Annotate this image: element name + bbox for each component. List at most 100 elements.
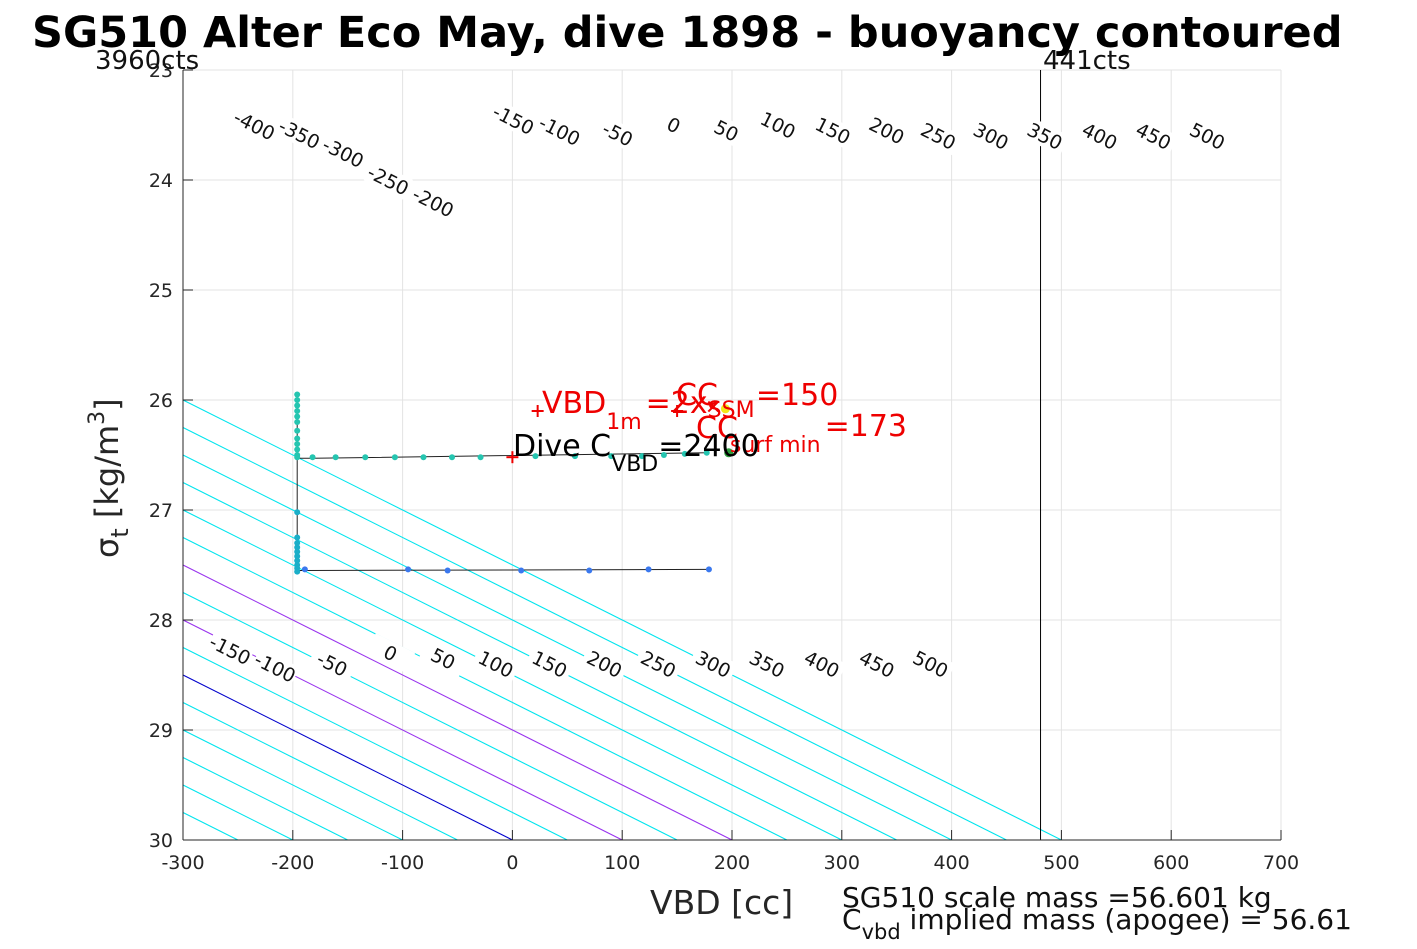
footer-implied-mass: Cvbd implied mass (apogee) = 56.61 <box>842 903 1352 944</box>
data-point <box>294 509 301 516</box>
dive-track-line <box>296 394 709 571</box>
contour-label-top-bg <box>488 99 539 140</box>
data-point <box>294 408 301 414</box>
yellow-marker <box>720 404 730 414</box>
contour-line <box>183 536 788 840</box>
data-point <box>391 454 398 461</box>
x-axis-label: VBD [cc] <box>650 883 793 922</box>
data-point <box>449 454 456 461</box>
x-tick-label: -100 <box>381 852 424 874</box>
contour-line <box>183 674 513 840</box>
data-point <box>294 446 301 453</box>
data-point <box>294 568 301 575</box>
contour-label-top-bg <box>1075 116 1125 156</box>
contour-label-bottom-bg <box>525 644 575 684</box>
x-tick-label: -200 <box>271 852 314 874</box>
data-point <box>638 453 645 460</box>
contour-label-top-bg <box>913 116 964 156</box>
contour-label-bottom-bg <box>365 633 416 673</box>
contour-label-top-bg <box>1182 116 1233 156</box>
dive-cvbd-annotation: Dive CVBD=2400 <box>513 429 760 477</box>
contour-label-top-bg <box>701 110 752 151</box>
contour-label-bottom-bg <box>633 644 684 684</box>
axes: -300 -200 -100 0 100 200 300 400 500 600 700 23 24 25… <box>149 60 1299 874</box>
footer-scale-mass: SG510 scale mass =56.601 kg <box>842 881 1272 914</box>
data-point <box>294 435 301 442</box>
plot-area <box>183 70 1062 840</box>
y-tick-label: 23 <box>149 60 173 82</box>
data-point <box>294 427 301 434</box>
contour-label-top-bg <box>229 105 279 145</box>
y-tick-label: 30 <box>149 830 173 852</box>
contour-label-top-bg <box>593 114 643 154</box>
data-point <box>309 454 316 461</box>
chart-title: SG510 Alter Eco May, dive 1898 - buoyanc… <box>32 8 1343 58</box>
x-tick-label: 100 <box>604 852 640 874</box>
contour-label-bottom-bg <box>688 644 738 684</box>
data-point <box>332 454 339 461</box>
cc-marker <box>671 405 684 417</box>
contour-line <box>183 399 1062 840</box>
contour-label-bottom-bg <box>742 644 792 684</box>
contour-label-top-bg <box>1020 116 1070 156</box>
data-point <box>294 553 301 560</box>
contour-line <box>183 481 897 840</box>
contour-label-bottom-bg <box>797 644 847 684</box>
contour-label-bottom-bg <box>580 644 630 684</box>
data-point <box>444 567 451 574</box>
contour-label-top-bg <box>408 182 458 222</box>
contour-label-top-bg <box>535 110 585 151</box>
corner-label-right: 441cts <box>1043 46 1131 76</box>
contour-label-top-bg <box>753 105 803 145</box>
contour-line <box>183 564 733 840</box>
data-point <box>586 567 593 574</box>
x-tick-label: 600 <box>1153 852 1189 874</box>
data-point <box>294 441 301 447</box>
contour-label-bottom-bg <box>250 647 300 687</box>
data-point <box>362 454 369 461</box>
x-tick-label: 700 <box>1263 852 1299 874</box>
contour-label-top-bg <box>649 105 699 145</box>
ssm-marker-b <box>707 400 720 413</box>
data-point <box>660 452 667 458</box>
data-point <box>705 566 712 573</box>
contour-label-bottom-bg <box>307 644 357 684</box>
cc-annotation: CC =150 <box>676 378 838 413</box>
y-tick-label: 28 <box>149 610 173 632</box>
corner-label-left: 3960cts <box>95 46 199 76</box>
y-tick-label: 24 <box>149 170 173 192</box>
data-point <box>294 557 301 564</box>
data-point <box>294 402 301 409</box>
contour-label-top-bg <box>1129 116 1179 156</box>
data-point <box>405 566 412 573</box>
data-point <box>420 454 427 461</box>
data-point <box>532 453 539 460</box>
data-point <box>294 413 301 420</box>
contour-label-bottom-bg <box>852 644 902 684</box>
y-tick-label: 27 <box>149 500 173 522</box>
data-point <box>645 566 652 573</box>
y-tick-label: 26 <box>149 390 173 412</box>
vbd-1m-marker <box>531 405 544 417</box>
data-point <box>294 454 301 461</box>
data-point <box>294 419 301 425</box>
y-tick-label: 25 <box>149 280 173 302</box>
data-point <box>681 450 688 457</box>
contour-line <box>183 591 678 840</box>
contour-line <box>183 619 623 840</box>
data-point <box>294 397 301 403</box>
x-tick-label: 400 <box>933 852 969 874</box>
vbd-1m-annotation: VBD1m=2xSSM <box>542 386 755 435</box>
data-point <box>294 548 301 555</box>
data-point <box>518 567 525 574</box>
x-tick-label: -300 <box>161 852 204 874</box>
data-point <box>301 566 308 573</box>
contour-label-top-bg <box>966 116 1016 156</box>
data-point <box>294 540 301 546</box>
data-point <box>294 544 301 551</box>
contour-label-bottom-bg <box>471 644 521 684</box>
x-tick-label: 300 <box>824 852 860 874</box>
